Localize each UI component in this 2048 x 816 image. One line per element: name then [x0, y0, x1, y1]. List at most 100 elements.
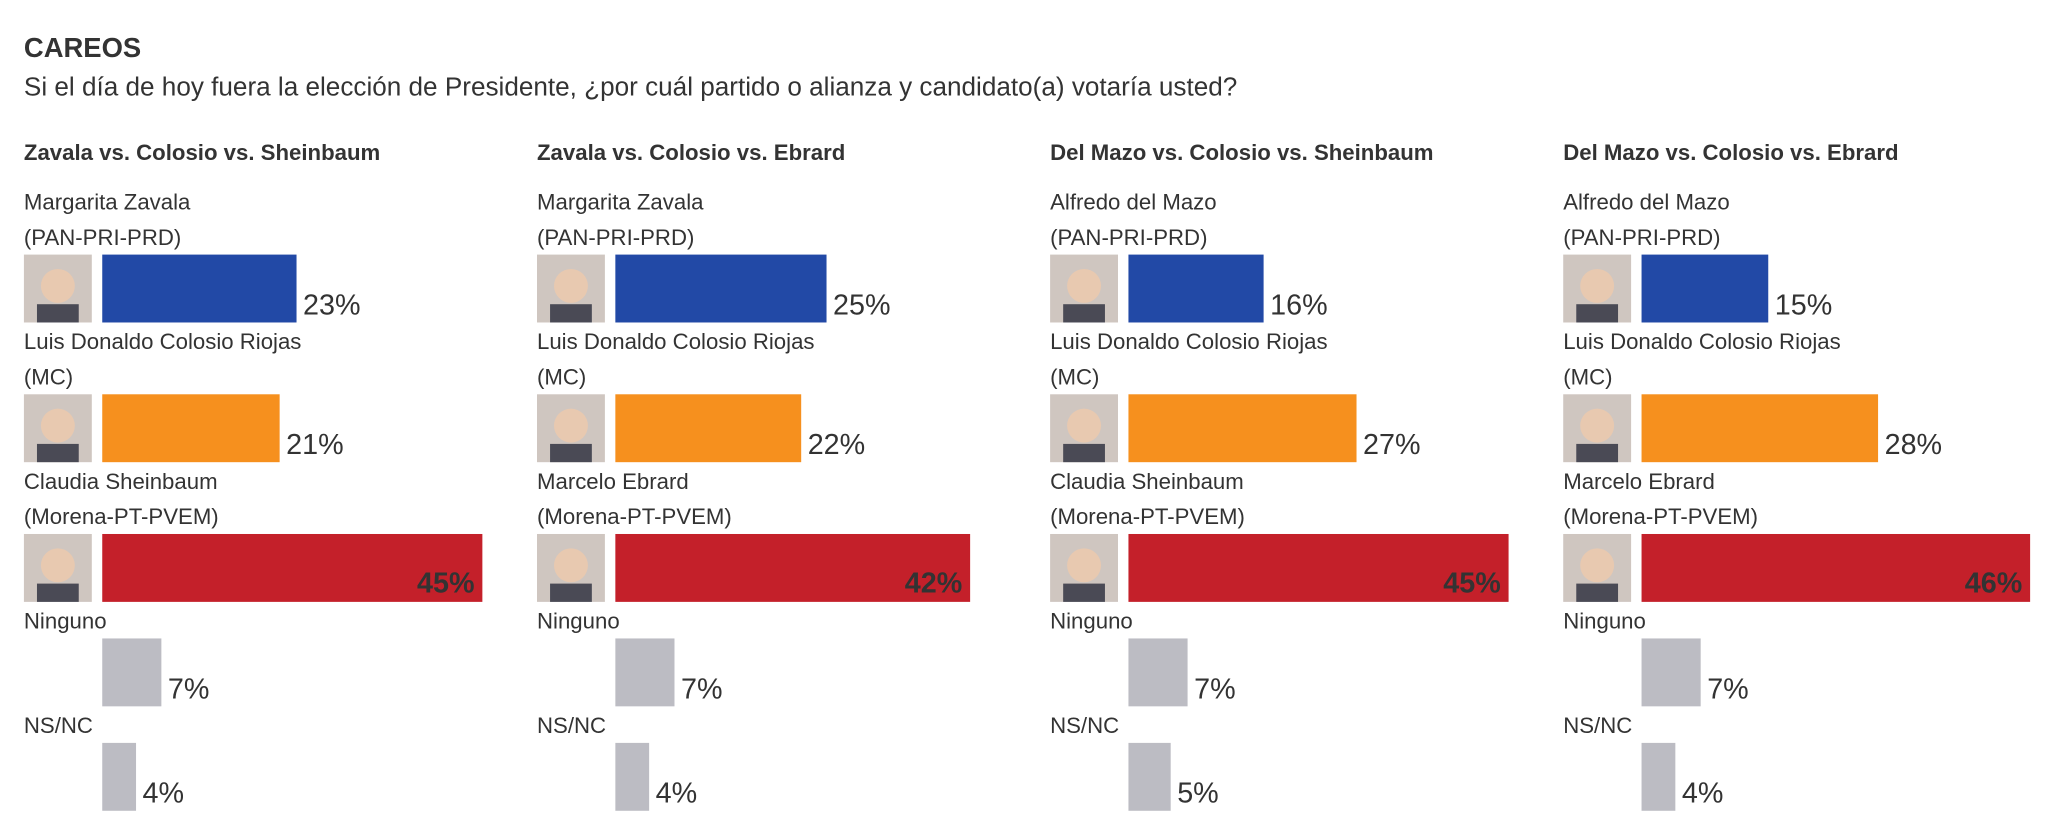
bar [1128, 394, 1357, 463]
photo-body [36, 583, 79, 602]
photo-face [40, 268, 75, 303]
photo-face [1580, 548, 1615, 583]
party-label: (Morena-PT-PVEM) [24, 504, 219, 529]
value-label: 7% [681, 673, 723, 705]
value-label: 46% [1965, 568, 2022, 600]
bar [1641, 533, 2031, 602]
bar [1641, 254, 1769, 323]
photo-face [40, 408, 75, 443]
category-label: Luis Donaldo Colosio Riojas [1563, 329, 1841, 354]
bar [1641, 638, 1701, 707]
category-label: Ninguno [24, 609, 107, 634]
photo-body [36, 304, 79, 323]
category-label: Claudia Sheinbaum [24, 469, 218, 494]
category-label: Margarita Zavala [537, 190, 704, 215]
photo-face [1580, 408, 1615, 443]
value-label: 7% [1194, 673, 1236, 705]
bar [1641, 394, 1879, 463]
value-label: 45% [1443, 568, 1500, 600]
photo-body [550, 583, 592, 602]
bar [615, 533, 971, 602]
bar [102, 394, 280, 463]
value-label: 4% [656, 778, 698, 810]
category-label: Luis Donaldo Colosio Riojas [24, 329, 302, 354]
panel: Zavala vs. Colosio vs. Ebrard Margarita Z… [537, 140, 971, 811]
panel: Zavala vs. Colosio vs. Sheinbaum Margarit… [23, 140, 483, 811]
panel-title: Del Mazo vs. Colosio vs. Ebrard [1563, 140, 1898, 165]
value-label: 23% [303, 289, 360, 321]
category-label: Marcelo Ebrard [1563, 469, 1715, 494]
bar [102, 638, 162, 707]
panel: Del Mazo vs. Colosio vs. Ebrard Alfredo d… [1563, 140, 2031, 811]
panel-title: Zavala vs. Colosio vs. Ebrard [537, 140, 845, 165]
category-label: Margarita Zavala [24, 190, 191, 215]
photo-body [1576, 583, 1619, 602]
party-label: (Morena-PT-PVEM) [1563, 504, 1758, 529]
bar [1641, 742, 1676, 811]
category-label: Marcelo Ebrard [537, 469, 689, 494]
photo-body [36, 443, 79, 463]
party-label: (PAN-PRI-PRD) [537, 225, 694, 250]
value-label: 25% [833, 289, 890, 321]
photo-face [40, 548, 75, 583]
page-title: CAREOS [24, 32, 141, 63]
bar [615, 254, 827, 323]
bar [102, 742, 137, 811]
photo-face [553, 268, 588, 303]
party-label: (PAN-PRI-PRD) [1050, 225, 1207, 250]
party-label: (MC) [24, 364, 73, 389]
value-label: 15% [1775, 289, 1832, 321]
bar [615, 638, 675, 707]
bar [615, 394, 802, 463]
category-label: NS/NC [1050, 713, 1119, 738]
panel-title: Del Mazo vs. Colosio vs. Sheinbaum [1050, 140, 1433, 165]
party-label: (MC) [1050, 364, 1099, 389]
category-label: Claudia Sheinbaum [1050, 469, 1244, 494]
category-label: NS/NC [24, 713, 93, 738]
party-label: (MC) [537, 364, 586, 389]
category-label: Alfredo del Mazo [1563, 190, 1730, 215]
value-label: 4% [1682, 778, 1724, 810]
party-label: (Morena-PT-PVEM) [1050, 504, 1245, 529]
value-label: 4% [143, 778, 185, 810]
photo-face [1067, 408, 1102, 443]
bar [102, 254, 297, 323]
category-label: NS/NC [537, 713, 606, 738]
category-label: Ninguno [1050, 609, 1133, 634]
photo-face [1580, 268, 1615, 303]
value-label: 21% [286, 429, 343, 461]
bar [1128, 533, 1509, 602]
value-label: 16% [1270, 289, 1327, 321]
photo-face [1067, 548, 1102, 583]
party-label: (PAN-PRI-PRD) [24, 225, 181, 250]
party-label: (PAN-PRI-PRD) [1563, 225, 1720, 250]
value-label: 22% [808, 429, 865, 461]
photo-face [553, 408, 588, 443]
photo-body [1576, 304, 1619, 323]
party-label: (Morena-PT-PVEM) [537, 504, 732, 529]
photo-body [1063, 304, 1105, 323]
party-label: (MC) [1563, 364, 1612, 389]
photo-body [550, 304, 592, 323]
value-label: 28% [1885, 429, 1942, 461]
category-label: Luis Donaldo Colosio Riojas [1050, 329, 1328, 354]
category-label: Alfredo del Mazo [1050, 190, 1217, 215]
photo-body [550, 443, 592, 463]
panel: Del Mazo vs. Colosio vs. Sheinbaum Alfred… [1050, 140, 1509, 811]
category-label: Ninguno [537, 609, 620, 634]
category-label: Ninguno [1563, 609, 1646, 634]
bar [615, 742, 650, 811]
value-label: 7% [1707, 673, 1749, 705]
page-subtitle: Si el día de hoy fuera la elección de Pr… [24, 72, 1237, 102]
bar [1128, 742, 1171, 811]
bar [1128, 638, 1188, 707]
value-label: 45% [417, 568, 474, 600]
photo-body [1063, 583, 1105, 602]
category-label: NS/NC [1563, 713, 1632, 738]
value-label: 42% [905, 568, 962, 600]
value-label: 5% [1177, 778, 1219, 810]
photo-face [1067, 268, 1102, 303]
value-label: 7% [168, 673, 210, 705]
